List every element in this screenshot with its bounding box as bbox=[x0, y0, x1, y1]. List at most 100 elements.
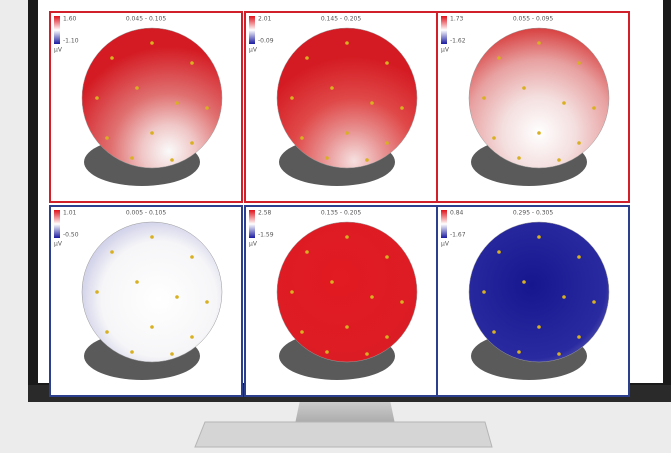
electrode bbox=[330, 86, 334, 90]
electrode bbox=[105, 330, 109, 334]
color-min: -1.62 bbox=[450, 38, 466, 45]
electrode bbox=[150, 325, 154, 329]
unit-label: µV bbox=[54, 47, 63, 54]
electrode bbox=[290, 290, 294, 294]
electrode bbox=[370, 295, 374, 299]
electrode bbox=[305, 250, 309, 254]
electrode bbox=[592, 106, 596, 110]
color-bar bbox=[249, 210, 255, 238]
monitor-base bbox=[194, 421, 493, 448]
unit-label: µV bbox=[441, 241, 450, 248]
time-window: 0.145 - 0.205 bbox=[321, 16, 362, 23]
electrode bbox=[95, 96, 99, 100]
electrode bbox=[130, 156, 134, 160]
electrode bbox=[517, 156, 521, 160]
color-max: 2.58 bbox=[258, 210, 272, 217]
electrode bbox=[497, 56, 501, 60]
electrode bbox=[492, 330, 496, 334]
electrode bbox=[290, 96, 294, 100]
electrode bbox=[95, 290, 99, 294]
electrode bbox=[385, 61, 389, 65]
color-min: -0.50 bbox=[63, 232, 79, 239]
electrode bbox=[205, 300, 209, 304]
color-bar bbox=[249, 16, 255, 44]
electrode bbox=[170, 352, 174, 356]
color-max: 1.73 bbox=[450, 16, 464, 23]
electrode bbox=[105, 136, 109, 140]
electrode bbox=[497, 250, 501, 254]
electrode bbox=[110, 250, 114, 254]
color-min: -1.10 bbox=[63, 38, 79, 45]
electrode bbox=[537, 235, 541, 239]
electrode bbox=[150, 41, 154, 45]
electrode bbox=[110, 56, 114, 60]
electrode bbox=[345, 131, 349, 135]
electrode bbox=[385, 335, 389, 339]
electrode bbox=[300, 136, 304, 140]
electrode bbox=[577, 335, 581, 339]
electrode bbox=[365, 352, 369, 356]
electrode bbox=[370, 101, 374, 105]
electrode bbox=[385, 141, 389, 145]
electrode bbox=[537, 41, 541, 45]
electrode bbox=[482, 290, 486, 294]
electrode bbox=[345, 41, 349, 45]
color-max: 2.01 bbox=[258, 16, 272, 23]
electrode bbox=[400, 106, 404, 110]
color-min: -0.09 bbox=[258, 38, 274, 45]
electrode bbox=[205, 106, 209, 110]
electrode bbox=[522, 280, 526, 284]
electrode bbox=[345, 235, 349, 239]
electrode bbox=[557, 158, 561, 162]
time-window: 0.005 - 0.105 bbox=[126, 210, 167, 217]
electrode bbox=[562, 295, 566, 299]
color-min: -1.67 bbox=[450, 232, 466, 239]
unit-label: µV bbox=[249, 47, 258, 54]
electrode bbox=[537, 131, 541, 135]
electrode bbox=[305, 56, 309, 60]
electrode bbox=[330, 280, 334, 284]
electrode bbox=[190, 255, 194, 259]
electrode bbox=[592, 300, 596, 304]
electrode bbox=[492, 136, 496, 140]
electrode bbox=[517, 350, 521, 354]
head-surface bbox=[81, 221, 223, 363]
electrode bbox=[150, 235, 154, 239]
time-window: 0.045 - 0.105 bbox=[126, 16, 167, 23]
electrode bbox=[190, 61, 194, 65]
color-max: 1.60 bbox=[63, 16, 77, 23]
electrode bbox=[170, 158, 174, 162]
electrode bbox=[557, 352, 561, 356]
color-max: 1.01 bbox=[63, 210, 77, 217]
head-surface bbox=[468, 221, 610, 363]
time-window: 0.295 - 0.305 bbox=[513, 210, 554, 217]
unit-label: µV bbox=[54, 241, 63, 248]
electrode bbox=[385, 255, 389, 259]
electrode bbox=[577, 255, 581, 259]
head-surface bbox=[276, 27, 418, 169]
color-bar bbox=[54, 210, 60, 238]
time-window: 0.135 - 0.205 bbox=[321, 210, 362, 217]
color-min: -1.59 bbox=[258, 232, 274, 239]
electrode bbox=[400, 300, 404, 304]
electrode bbox=[562, 101, 566, 105]
electrode bbox=[190, 335, 194, 339]
color-max: 0.84 bbox=[450, 210, 464, 217]
head-surface bbox=[468, 27, 610, 169]
color-bar bbox=[54, 16, 60, 44]
electrode bbox=[482, 96, 486, 100]
electrode bbox=[135, 86, 139, 90]
electrode bbox=[537, 325, 541, 329]
unit-label: µV bbox=[441, 47, 450, 54]
electrode bbox=[522, 86, 526, 90]
electrode bbox=[577, 141, 581, 145]
head-surface bbox=[81, 27, 223, 169]
electrode bbox=[190, 141, 194, 145]
